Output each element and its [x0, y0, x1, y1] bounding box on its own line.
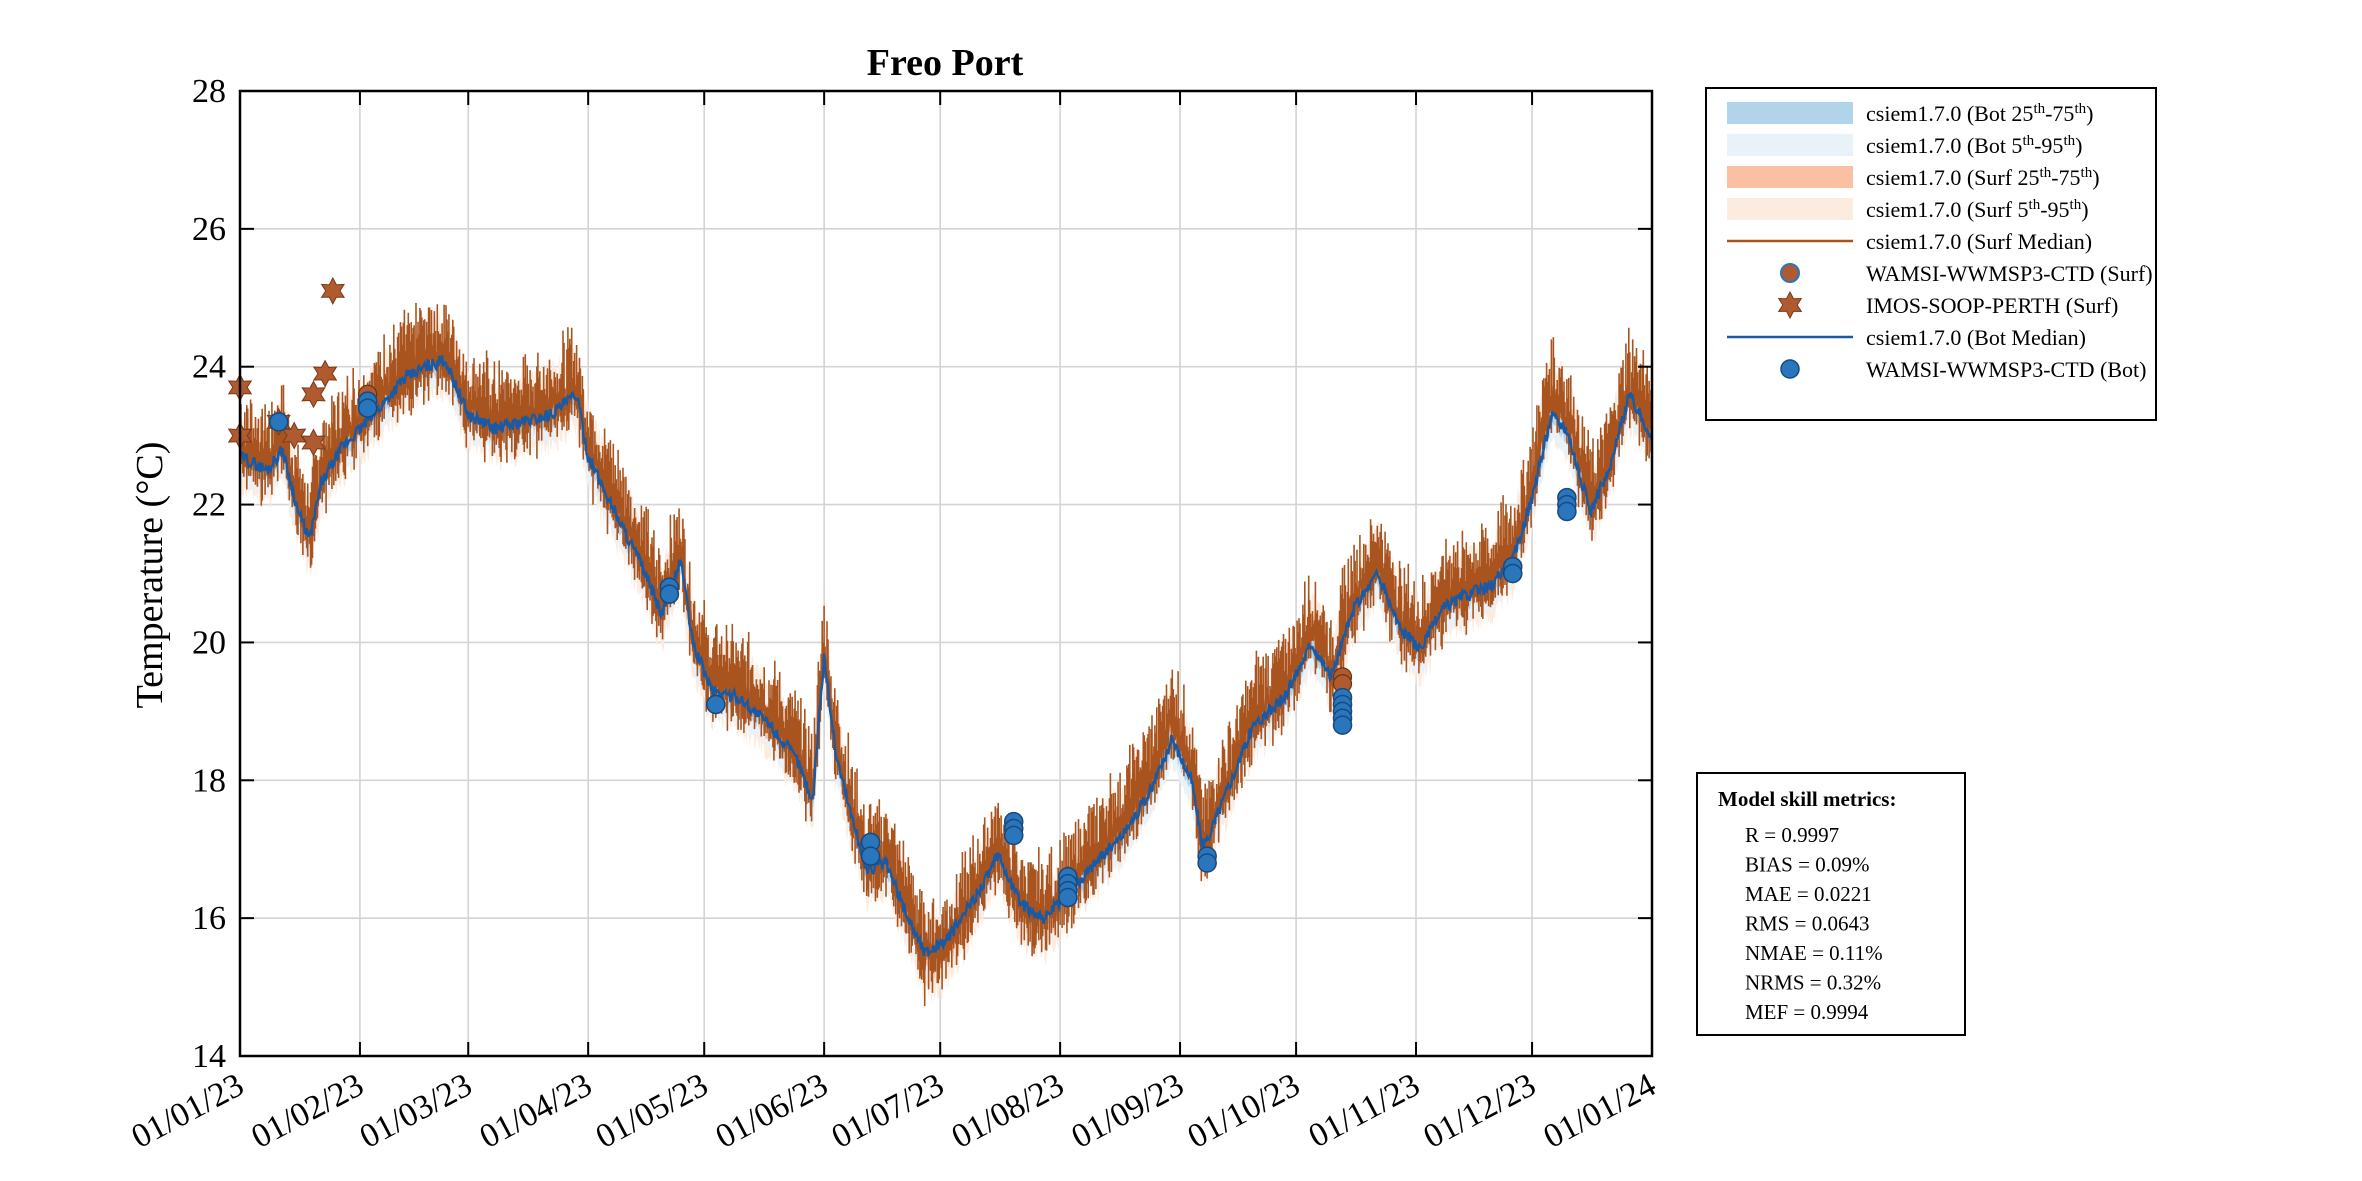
y-tick-label: 26 — [192, 211, 226, 248]
legend-label-part: -75 — [2051, 165, 2080, 190]
legend-swatch-star — [1777, 290, 1803, 320]
x-tick-label: 01/01/24 — [1538, 1066, 1662, 1155]
legend-label-part: csiem1.7.0 (Surf 25 — [1866, 165, 2040, 190]
ctd-bot-circle — [1197, 853, 1217, 873]
legend-label-part: th — [2081, 165, 2093, 181]
surf-median-line — [239, 344, 1653, 971]
legend-entry-label: IMOS-SOOP-PERTH (Surf) — [1866, 293, 2118, 318]
skill-metric-line: NRMS = 0.32% — [1745, 971, 1881, 995]
y-tick-label: 22 — [192, 487, 226, 524]
x-tick-label: 01/06/23 — [710, 1066, 834, 1155]
legend: csiem1.7.0 (Bot 25th-75th)csiem1.7.0 (Bo… — [1705, 87, 2157, 421]
skill-metrics-box: Model skill metrics: R = 0.9997 BIAS = 0.… — [1696, 772, 1966, 1036]
x-tick-label: 01/10/23 — [1182, 1066, 1306, 1155]
legend-swatch-band — [1727, 166, 1853, 188]
legend-label-part: th — [2022, 133, 2034, 149]
x-tick-label: 01/08/23 — [946, 1066, 1070, 1155]
legend-swatch-band — [1727, 134, 1853, 156]
legend-label-part: th — [2040, 165, 2052, 181]
legend-label-part: th — [2029, 197, 2041, 213]
legend-label-part: csiem1.7.0 (Bot 5 — [1866, 133, 2022, 158]
x-tick-label: 01/03/23 — [354, 1066, 478, 1155]
legend-label-part: -75 — [2045, 101, 2074, 126]
x-tick-label: 01/07/23 — [826, 1066, 950, 1155]
legend-label-part: th — [2074, 101, 2086, 117]
ctd-bot-circle — [1332, 715, 1353, 735]
legend-label-part: ) — [2092, 165, 2099, 190]
imos-soop-star — [301, 380, 326, 409]
plot-area — [227, 89, 1654, 1058]
imos-soop-star — [312, 359, 338, 388]
legend-entry-label: csiem1.7.0 (Surf 25th-75th) — [1866, 165, 2100, 190]
y-tick-label: 20 — [192, 624, 226, 661]
skill-metric-line: BIAS = 0.09% — [1745, 853, 1869, 877]
ctd-bot-circle — [268, 412, 289, 432]
ctd-bot-circle — [1502, 563, 1523, 584]
legend-label-part: -95 — [2034, 133, 2063, 158]
legend-label-part: ) — [2075, 133, 2082, 158]
legend-label-part: csiem1.7.0 (Surf 5 — [1866, 197, 2029, 222]
x-tick-label: 01/12/23 — [1418, 1066, 1542, 1155]
skill-metric-line: MAE = 0.0221 — [1745, 882, 1872, 906]
legend-entry-label: csiem1.7.0 (Bot 25th-75th) — [1866, 101, 2093, 126]
legend-swatch-circle — [1780, 359, 1800, 379]
ctd-bot-circle — [1557, 501, 1577, 522]
legend-label-part: th — [2070, 197, 2082, 213]
x-tick-label: 01/04/23 — [474, 1066, 598, 1155]
axis-ticks — [239, 90, 1653, 1057]
legend-swatch-circle — [1780, 263, 1800, 283]
y-tick-label: 16 — [192, 900, 226, 937]
legend-entry-label: csiem1.7.0 (Surf 5th-95th) — [1866, 197, 2089, 222]
legend-label-part: th — [2033, 101, 2045, 117]
skill-metric-line: RMS = 0.0643 — [1745, 912, 1869, 936]
ctd-bot-circle — [860, 846, 881, 866]
legend-entry-label: csiem1.7.0 (Bot 5th-95th) — [1866, 133, 2082, 158]
observation-markers — [227, 276, 1577, 908]
skill-metric-line: R = 0.9997 — [1745, 823, 1839, 847]
ctd-bot-circle — [1058, 887, 1078, 908]
skill-metrics-frame — [1696, 772, 1966, 1036]
legend-entry-label: csiem1.7.0 (Bot Median) — [1866, 325, 2086, 350]
legend-label-part: -95 — [2040, 197, 2069, 222]
bot-median-line — [238, 355, 1654, 958]
y-axis-label: Temperature (°C) — [129, 442, 171, 709]
ctd-bot-circle — [357, 398, 378, 418]
x-tick-label: 01/02/23 — [246, 1066, 370, 1155]
legend-label-part: th — [2063, 133, 2075, 149]
x-tick-label: 01/05/23 — [590, 1066, 714, 1155]
legend-swatch-band — [1727, 102, 1853, 124]
imos-soop-star — [301, 428, 326, 457]
x-tick-label: 01/09/23 — [1066, 1066, 1190, 1155]
legend-swatch-band — [1727, 198, 1853, 220]
ctd-bot-circle — [1003, 825, 1024, 846]
legend-entry-label: WAMSI-WWMSP3-CTD (Bot) — [1866, 357, 2147, 382]
ctd-bot-circle — [659, 584, 680, 604]
skill-metric-line: MEF = 0.9994 — [1745, 1000, 1869, 1024]
median-lines — [238, 303, 1654, 1007]
ctd-bot-circle — [706, 694, 726, 715]
legend-label-part: csiem1.7.0 (Bot 25 — [1866, 101, 2033, 126]
y-tick-label: 14 — [192, 1038, 226, 1075]
legend-entry-label: csiem1.7.0 (Surf Median) — [1866, 229, 2092, 254]
legend-entry-label: WAMSI-WWMSP3-CTD (Surf) — [1866, 261, 2153, 286]
x-tick-label: 01/11/23 — [1303, 1066, 1426, 1155]
y-tick-label: 18 — [192, 762, 226, 799]
skill-metric-line: NMAE = 0.11% — [1745, 941, 1883, 965]
imos-soop-star — [320, 276, 346, 305]
y-tick-labels: 14 16 18 20 22 24 26 28 — [192, 73, 226, 1075]
legend-label-part: ) — [2081, 197, 2088, 222]
y-tick-label: 24 — [192, 349, 226, 386]
x-tick-labels: 01/01/2301/02/2301/03/2301/04/2301/05/23… — [126, 1066, 1662, 1155]
chart-title: Freo Port — [867, 42, 1024, 84]
legend-label-part: ) — [2086, 101, 2093, 126]
plot-frame — [238, 89, 1654, 1058]
y-tick-label: 28 — [192, 73, 226, 110]
x-tick-label: 01/01/23 — [126, 1066, 250, 1155]
skill-metrics-heading: Model skill metrics: — [1718, 787, 1896, 811]
